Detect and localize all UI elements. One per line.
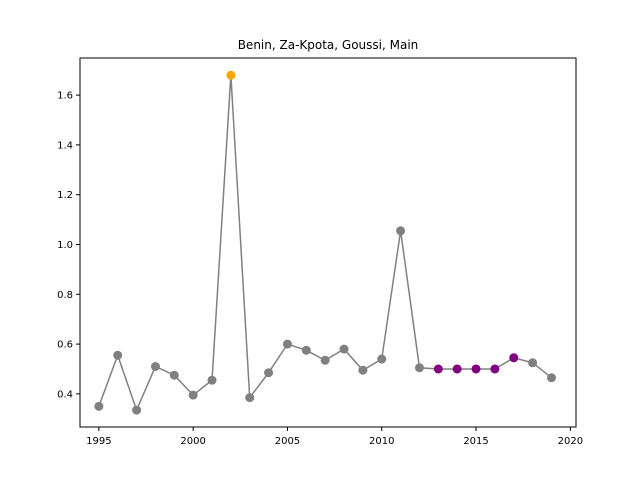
y-tick-label: 0.4	[57, 389, 73, 400]
data-point	[490, 364, 500, 374]
x-tick-label: 2020	[558, 436, 583, 447]
data-point	[282, 339, 292, 349]
data-point	[245, 393, 255, 403]
data-point	[320, 355, 330, 365]
data-point	[226, 70, 236, 80]
data-point	[339, 344, 349, 354]
data-point	[546, 373, 556, 383]
data-point	[377, 354, 387, 364]
y-tick-label: 1.0	[57, 240, 73, 251]
data-point	[301, 345, 311, 355]
data-point	[264, 368, 274, 378]
data-point	[207, 375, 217, 385]
x-tick-label: 2015	[463, 436, 488, 447]
axes: 1995 2000 2005 2010 2015 2020 0.4 0.6 0.8 1.0 1.2 1…	[57, 91, 583, 447]
y-tick-label: 1.4	[57, 140, 73, 151]
x-tick-label: 1995	[86, 436, 111, 447]
data-point	[471, 364, 481, 374]
y-tick-label: 0.8	[57, 290, 73, 301]
data-point	[433, 364, 443, 374]
data-point	[113, 350, 123, 360]
data-point	[509, 353, 519, 363]
data-point	[396, 226, 406, 236]
axes-frame	[79, 57, 577, 428]
data-point	[528, 358, 538, 368]
data-point	[414, 363, 424, 373]
data-point	[188, 390, 198, 400]
data-point	[94, 401, 104, 411]
data-point	[452, 364, 462, 374]
x-tick-label: 2000	[180, 436, 205, 447]
x-tick-label: 2010	[369, 436, 394, 447]
y-tick-label: 1.6	[57, 91, 73, 102]
data-point	[358, 365, 368, 375]
data-point	[132, 405, 142, 415]
data-point	[169, 370, 179, 380]
data-point	[150, 362, 160, 371]
plot-area	[94, 70, 556, 415]
y-tick-label: 1.2	[57, 190, 73, 201]
y-tick-label: 0.6	[57, 340, 73, 351]
chart-title: Benin, Za-Kpota, Goussi, Main	[238, 38, 419, 52]
x-tick-label: 2005	[275, 436, 300, 447]
